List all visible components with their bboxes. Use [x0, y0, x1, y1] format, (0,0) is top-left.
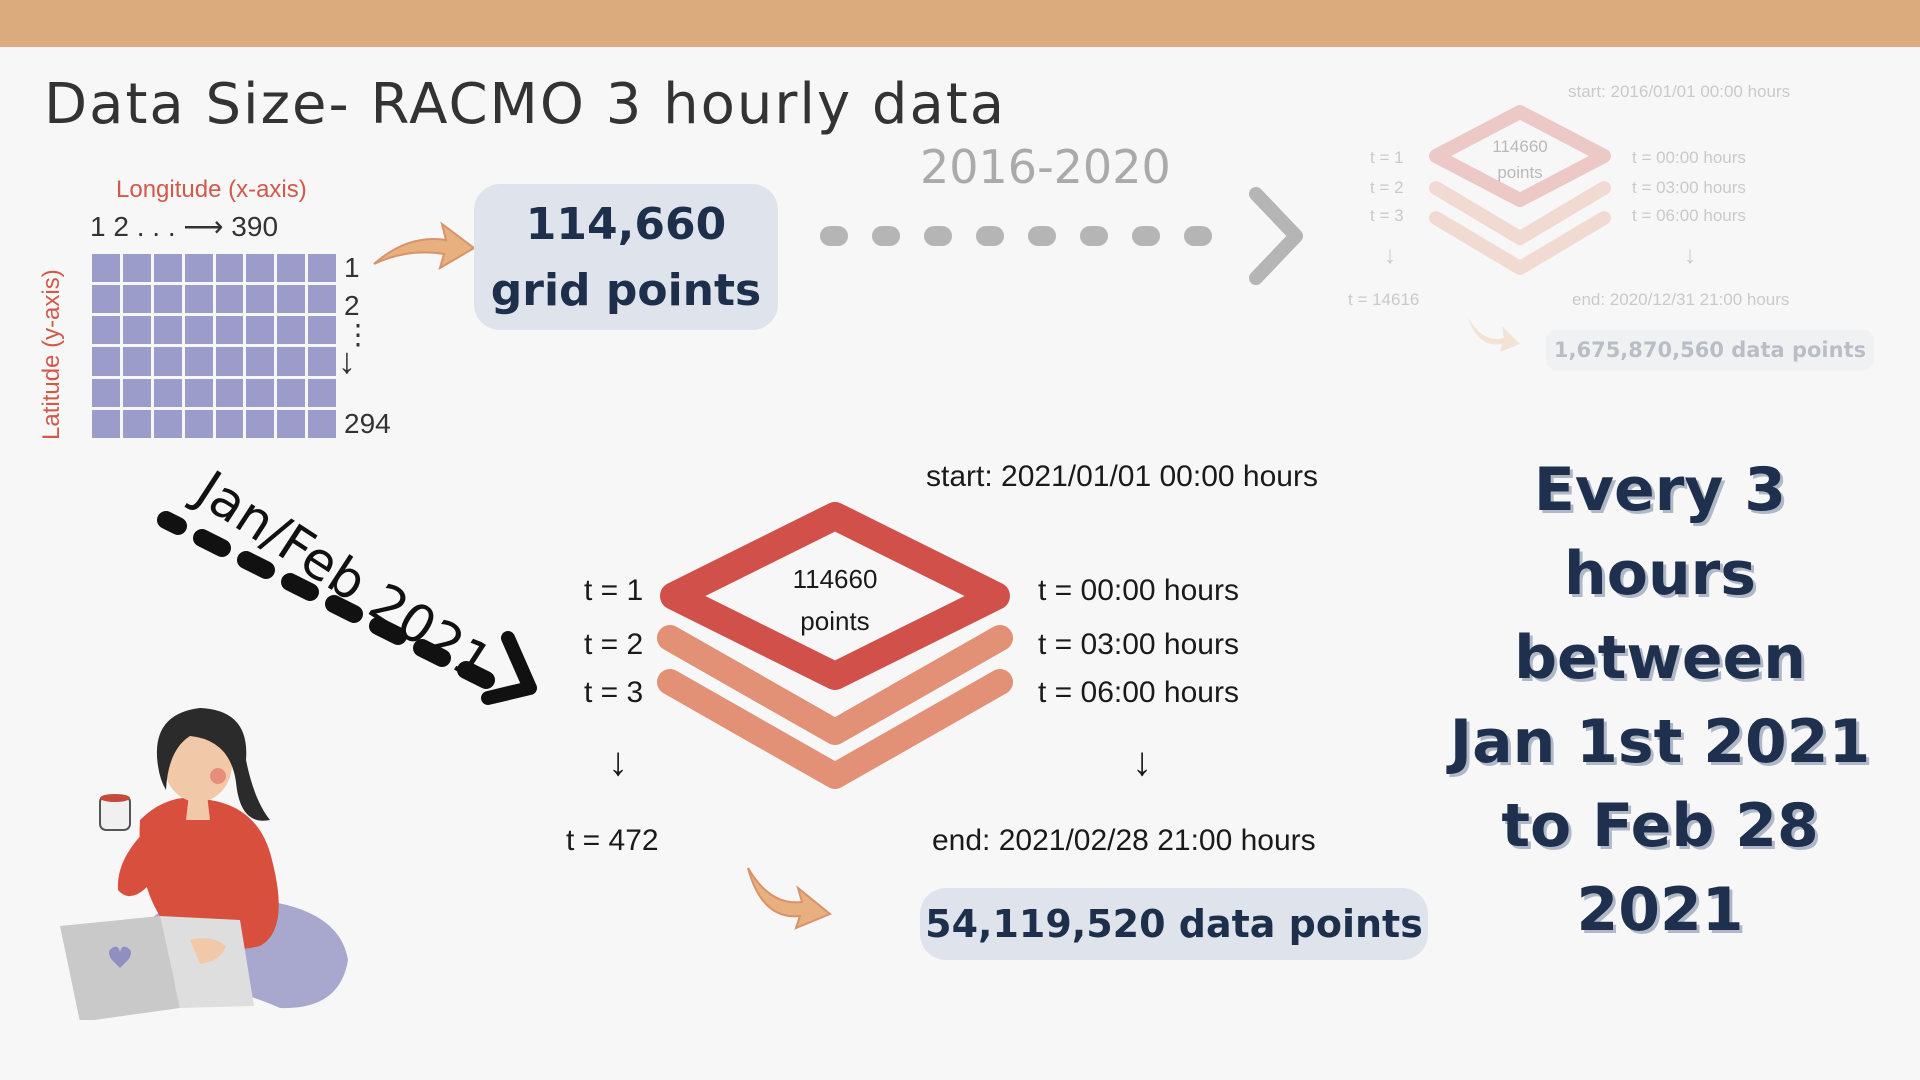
grid-cell	[215, 378, 244, 407]
historical-start: start: 2016/01/01 00:00 hours	[1568, 82, 1791, 101]
current-layers	[657, 502, 1013, 789]
current-t-label: t = 3	[584, 676, 644, 709]
grid-cell	[215, 285, 244, 314]
grid-cell	[184, 316, 213, 345]
current-time-label: t = 03:00 hours	[1038, 628, 1239, 661]
grid-cell	[308, 254, 336, 283]
longitude-ticks: 1 2 . . . ⟶ 390	[90, 211, 279, 242]
woman-laptop-illustration-icon	[60, 708, 348, 1020]
grid-cell	[308, 378, 336, 407]
grid-points-badge: 114,660 grid points	[474, 184, 778, 330]
grid-cell	[215, 316, 244, 345]
historical-range: 2016-2020	[920, 140, 1171, 194]
current-t-last: t = 472	[566, 824, 659, 857]
grid-cell	[92, 285, 120, 314]
current-t-label: t = 1	[584, 574, 644, 607]
historical-t-label: t = 2	[1370, 178, 1404, 197]
grid-cell	[246, 285, 275, 314]
curved-arrow-icon	[373, 221, 476, 271]
grid-cell	[92, 254, 120, 283]
grid-cell	[153, 254, 182, 283]
grid-points-count: 114,660	[525, 199, 727, 250]
grid-cell	[122, 347, 151, 376]
grid-cell	[184, 378, 213, 407]
grid-cell	[184, 254, 213, 283]
curved-arrow-icon	[1468, 318, 1520, 352]
historical-end: end: 2020/12/31 21:00 hours	[1572, 290, 1790, 309]
grid-cell	[308, 316, 336, 345]
grid-points-label: grid points	[490, 265, 762, 316]
grid-cell	[277, 378, 306, 407]
grid-cell	[277, 285, 306, 314]
historical-t-label: t = 1	[1370, 148, 1404, 167]
grid-cell	[246, 409, 275, 438]
latitude-label: Latitude (y-axis)	[38, 269, 65, 440]
down-arrow-icon: ↓	[338, 340, 356, 381]
dashed-arrow-icon	[157, 511, 537, 705]
grid-cell	[153, 347, 182, 376]
grid-cell	[92, 409, 120, 438]
grid-cell	[277, 347, 306, 376]
grid-cell	[246, 254, 275, 283]
grid-cell	[122, 254, 151, 283]
historical-t-label: t = 3	[1370, 206, 1404, 225]
historical-time-label: t = 00:00 hours	[1632, 148, 1746, 167]
down-arrow-icon: ↓	[608, 740, 628, 784]
grid-cell	[153, 378, 182, 407]
latitude-tick: ⋮	[344, 319, 372, 350]
curved-arrow-icon	[747, 867, 832, 930]
grid-cell	[308, 285, 336, 314]
grid-cell	[215, 254, 244, 283]
dashed-arrow-icon	[820, 187, 1303, 285]
grid-cell	[308, 347, 336, 376]
grid-cell	[122, 316, 151, 345]
current-time-label: t = 00:00 hours	[1038, 574, 1239, 607]
summary-text: Every 3 hours between Jan 1st 2021 to Fe…	[1449, 455, 1871, 945]
grid-cell	[92, 347, 120, 376]
grid-cell	[277, 316, 306, 345]
grid-cell	[122, 285, 151, 314]
top-band	[0, 0, 1920, 47]
current-start: start: 2021/01/01 00:00 hours	[926, 460, 1318, 493]
grid-cell	[92, 378, 120, 407]
grid-cell	[308, 409, 336, 438]
grid-cell	[153, 409, 182, 438]
grid-cell	[246, 378, 275, 407]
latitude-tick: 1	[344, 252, 360, 283]
page-title: Data Size- RACMO 3 hourly data	[44, 72, 1007, 137]
historical-time-label: t = 03:00 hours	[1632, 178, 1746, 197]
down-arrow-icon: ↓	[1684, 242, 1696, 269]
current-time-label: t = 06:00 hours	[1038, 676, 1239, 709]
longitude-label: Longitude (x-axis)	[116, 176, 307, 203]
historical-data-points: 1,675,870,560 data points	[1546, 330, 1874, 370]
current-end: end: 2021/02/28 21:00 hours	[932, 824, 1316, 857]
grid-cell	[277, 254, 306, 283]
current-layer-text: 114660 points	[792, 564, 878, 636]
grid-cells	[92, 254, 336, 438]
current-data-points: 54,119,520 data points	[920, 888, 1428, 960]
grid-cell	[153, 316, 182, 345]
grid-cell	[246, 316, 275, 345]
grid-cell	[92, 316, 120, 345]
grid-cell	[246, 347, 275, 376]
grid-cell	[122, 378, 151, 407]
grid-cell	[215, 409, 244, 438]
grid-cell	[184, 285, 213, 314]
grid-cell	[215, 347, 244, 376]
historical-layers	[1429, 105, 1611, 275]
down-arrow-icon: ↓	[1132, 740, 1152, 784]
latitude-tick: 294	[344, 408, 391, 439]
historical-layer-text: 114660 points	[1492, 137, 1548, 182]
historical-time-label: t = 06:00 hours	[1632, 206, 1746, 225]
historical-t-last: t = 14616	[1348, 290, 1420, 309]
current-t-label: t = 2	[584, 628, 644, 661]
grid-cell	[122, 409, 151, 438]
latitude-tick: 2	[344, 290, 360, 321]
grid-cell	[184, 347, 213, 376]
grid-cell	[153, 285, 182, 314]
grid-cell	[277, 409, 306, 438]
grid-cell	[184, 409, 213, 438]
down-arrow-icon: ↓	[1384, 242, 1396, 269]
